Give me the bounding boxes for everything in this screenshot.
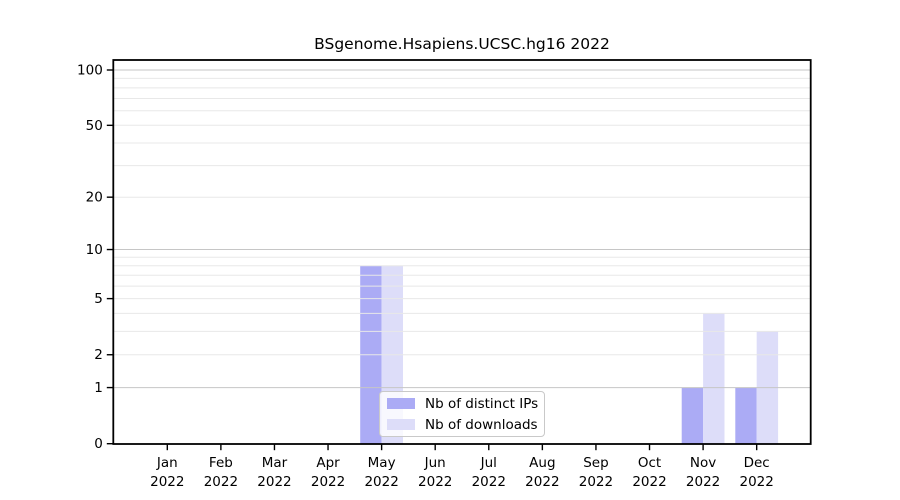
x-tick-label-year: 2022 <box>525 474 559 490</box>
x-tick-label-month: Oct <box>638 455 661 471</box>
y-tick-label: 10 <box>86 242 103 258</box>
x-tick-label-year: 2022 <box>311 474 345 490</box>
x-tick-label-month: Jul <box>480 455 497 471</box>
x-tick-label-year: 2022 <box>686 474 720 490</box>
y-tick-label: 50 <box>86 118 103 134</box>
x-tick-label-year: 2022 <box>364 474 398 490</box>
y-tick-label: 20 <box>86 190 103 206</box>
x-tick-label-month: Nov <box>690 455 716 471</box>
x-tick-label-year: 2022 <box>740 474 774 490</box>
y-tick-label: 5 <box>94 291 103 307</box>
x-tick-label-month: Mar <box>262 455 288 471</box>
legend-swatch-downloads <box>387 419 415 430</box>
x-tick-label-month: Dec <box>744 455 770 471</box>
x-tick-label-month: Aug <box>529 455 555 471</box>
x-tick-label-month: Jan <box>156 455 178 471</box>
x-tick-label-year: 2022 <box>204 474 238 490</box>
y-tick-label: 100 <box>77 63 103 79</box>
legend-label-distinct-ips: Nb of distinct IPs <box>425 395 539 412</box>
legend-row-downloads: Nb of downloads <box>387 416 538 433</box>
x-tick-label-month: Feb <box>209 455 233 471</box>
x-tick-label-year: 2022 <box>257 474 291 490</box>
bar-nb-of-distinct-ips-nov <box>681 387 704 444</box>
chart-title: BSgenome.Hsapiens.UCSC.hg16 2022 <box>314 35 610 53</box>
x-tick-label-month: May <box>368 455 396 471</box>
plot-frame <box>112 59 812 445</box>
legend-label-downloads: Nb of downloads <box>425 416 538 433</box>
x-tick-label-year: 2022 <box>472 474 506 490</box>
legend-swatch-distinct-ips <box>387 398 415 409</box>
x-tick-label-month: Sep <box>583 455 608 471</box>
y-tick-label: 2 <box>94 347 103 363</box>
legend-row-distinct-ips: Nb of distinct IPs <box>387 395 539 412</box>
x-tick-label-year: 2022 <box>150 474 184 490</box>
x-tick-label-year: 2022 <box>579 474 613 490</box>
y-tick-label: 1 <box>94 380 103 396</box>
x-tick-label-month: Jun <box>424 455 446 471</box>
x-tick-label-year: 2022 <box>418 474 452 490</box>
x-tick-label-year: 2022 <box>632 474 666 490</box>
bar-nb-of-downloads-nov <box>703 313 725 444</box>
x-tick-label-month: Apr <box>316 455 340 471</box>
legend: Nb of distinct IPs Nb of downloads <box>379 391 545 437</box>
y-tick-label: 0 <box>94 436 103 452</box>
bar-nb-of-distinct-ips-dec <box>735 387 757 444</box>
